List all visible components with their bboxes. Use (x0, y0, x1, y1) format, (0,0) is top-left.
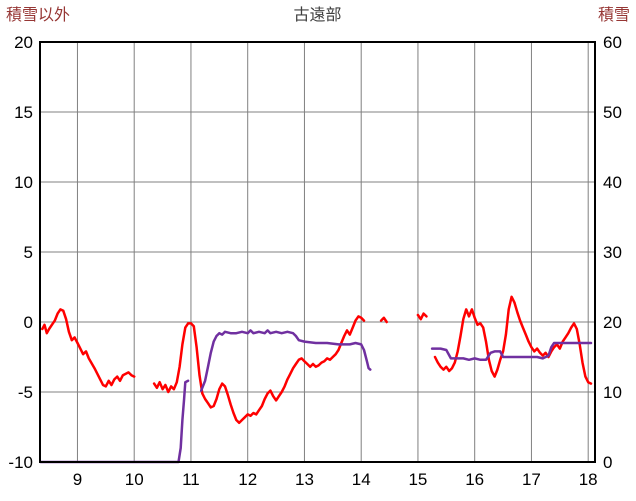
series-segment (41, 308, 136, 388)
chart-title: 古遠部 (293, 7, 342, 24)
right-axis-title: 積雪 (597, 7, 630, 24)
snow-depth-line (39, 329, 593, 464)
right-axis-tick-label: 60 (603, 33, 622, 52)
right-axis-tick-label: 20 (603, 313, 622, 332)
right-axis-tick-label: 30 (603, 243, 622, 262)
x-axis-tick-label: 10 (125, 470, 144, 489)
left-axis-tick-label: 5 (24, 243, 33, 262)
right-axis-tick-label: 40 (603, 173, 622, 192)
x-axis-tick-label: 17 (522, 470, 541, 489)
series-segment (152, 315, 366, 425)
left-axis-tick-label: 10 (14, 173, 33, 192)
x-axis-tick-label: 14 (352, 470, 371, 489)
right-axis-tick-label: 50 (603, 103, 622, 122)
series-segment (379, 316, 388, 324)
series-segment (433, 295, 593, 385)
x-axis-tick-label: 16 (465, 470, 484, 489)
x-axis-tick-label: 13 (295, 470, 314, 489)
non-snow-line (41, 295, 593, 425)
series-segment (416, 312, 428, 321)
series-segment (39, 379, 190, 464)
x-axis-tick-label: 12 (238, 470, 257, 489)
x-axis-tick-label: 15 (408, 470, 427, 489)
left-axis-tick-label: 20 (14, 33, 33, 52)
x-axis-tick-label: 9 (73, 470, 82, 489)
x-axis-tick-label: 11 (182, 470, 200, 489)
left-axis-tick-label: 15 (14, 103, 33, 122)
left-axis-tick-label: -10 (8, 453, 33, 472)
right-axis-tick-label: 10 (603, 383, 622, 402)
right-axis-tick-label: 0 (603, 453, 612, 472)
left-axis-title: 積雪以外 (6, 7, 71, 24)
series-segment (430, 341, 593, 362)
x-axis-tick-label: 18 (579, 470, 598, 489)
gridlines (40, 41, 595, 463)
series-segment (199, 329, 372, 392)
left-axis-tick-label: -5 (18, 383, 33, 402)
left-axis-tick-label: 0 (24, 313, 33, 332)
plot-border (39, 41, 596, 463)
